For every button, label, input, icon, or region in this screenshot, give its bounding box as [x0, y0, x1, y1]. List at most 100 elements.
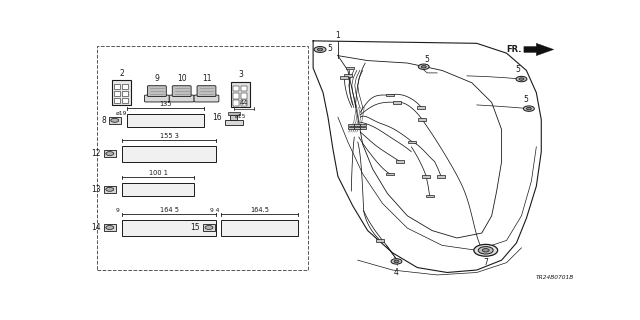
Bar	[344, 74, 352, 77]
Bar	[360, 124, 366, 126]
Text: 5: 5	[425, 55, 429, 64]
Bar	[109, 116, 121, 124]
Bar	[122, 91, 128, 96]
Bar	[360, 127, 366, 130]
Text: 11: 11	[202, 74, 211, 83]
Text: 7: 7	[483, 258, 488, 267]
Text: 2: 2	[119, 69, 124, 78]
Bar	[221, 220, 298, 236]
Bar	[437, 175, 445, 178]
Circle shape	[516, 76, 527, 82]
Bar	[104, 224, 116, 231]
Bar	[422, 175, 430, 178]
Polygon shape	[524, 43, 554, 56]
Text: 100 1: 100 1	[148, 170, 168, 176]
Bar	[426, 195, 434, 197]
Bar	[419, 118, 426, 121]
Circle shape	[106, 226, 114, 229]
Bar	[386, 172, 394, 175]
Bar	[417, 106, 425, 109]
Text: 3: 3	[238, 70, 243, 79]
Bar	[233, 93, 239, 99]
Bar	[394, 101, 401, 104]
Text: 135: 135	[159, 101, 172, 107]
Bar	[348, 124, 355, 126]
FancyBboxPatch shape	[147, 86, 166, 97]
Text: 14: 14	[92, 223, 101, 232]
Bar	[241, 86, 247, 91]
Bar	[241, 100, 247, 106]
Text: 44: 44	[239, 100, 248, 106]
Bar	[122, 146, 216, 162]
Circle shape	[478, 247, 493, 254]
FancyBboxPatch shape	[172, 86, 191, 97]
Bar	[376, 239, 384, 242]
Bar	[386, 94, 394, 96]
Text: TR24B0701B: TR24B0701B	[535, 276, 573, 280]
Text: FR.: FR.	[506, 45, 522, 54]
Bar	[230, 115, 237, 120]
Text: 9 4: 9 4	[209, 208, 219, 213]
Circle shape	[391, 259, 402, 264]
Circle shape	[314, 46, 326, 52]
Circle shape	[421, 66, 426, 68]
FancyBboxPatch shape	[145, 95, 169, 102]
Bar	[241, 93, 247, 99]
Text: 13: 13	[92, 185, 101, 194]
FancyBboxPatch shape	[194, 95, 219, 102]
Text: 16: 16	[212, 113, 221, 122]
Bar	[114, 98, 120, 103]
Bar	[231, 82, 250, 108]
Bar	[408, 140, 416, 143]
Circle shape	[106, 187, 114, 191]
Bar	[114, 91, 120, 96]
Bar	[97, 46, 308, 270]
Text: 5: 5	[515, 65, 520, 74]
Text: 5: 5	[523, 95, 528, 104]
Bar	[348, 127, 355, 130]
Bar	[346, 67, 355, 69]
Text: ø19: ø19	[116, 111, 127, 116]
Circle shape	[419, 64, 429, 69]
Bar	[233, 86, 239, 91]
Bar	[122, 220, 216, 236]
Circle shape	[474, 244, 498, 256]
Text: 9: 9	[154, 74, 159, 83]
Bar	[122, 98, 128, 103]
Text: 1: 1	[335, 31, 340, 40]
Text: 15: 15	[191, 223, 200, 232]
Bar	[355, 124, 360, 126]
Circle shape	[111, 118, 118, 122]
Bar	[225, 120, 243, 124]
Text: 10: 10	[177, 74, 186, 83]
Circle shape	[483, 249, 489, 252]
Bar	[122, 84, 128, 89]
Circle shape	[205, 226, 213, 229]
Circle shape	[394, 260, 399, 263]
Bar	[104, 186, 116, 193]
Bar	[340, 76, 348, 79]
Text: 5: 5	[327, 44, 332, 53]
Bar	[396, 160, 404, 163]
Circle shape	[106, 152, 114, 156]
Circle shape	[519, 78, 524, 80]
Text: 155 3: 155 3	[160, 133, 179, 139]
Bar	[112, 80, 131, 105]
Text: 164.5: 164.5	[250, 207, 269, 213]
FancyBboxPatch shape	[197, 86, 216, 97]
Circle shape	[527, 108, 531, 110]
Bar	[203, 224, 215, 231]
Bar	[114, 84, 120, 89]
Text: ø15: ø15	[235, 114, 246, 118]
Bar	[122, 182, 194, 196]
Bar	[228, 112, 240, 115]
Circle shape	[524, 106, 534, 111]
Text: 164 5: 164 5	[160, 207, 179, 213]
Bar	[233, 100, 239, 106]
Bar	[127, 114, 204, 127]
Bar	[104, 150, 116, 157]
Text: 12: 12	[92, 149, 101, 158]
Text: 8: 8	[101, 116, 106, 125]
Bar	[355, 127, 360, 130]
Text: 4: 4	[394, 268, 399, 277]
